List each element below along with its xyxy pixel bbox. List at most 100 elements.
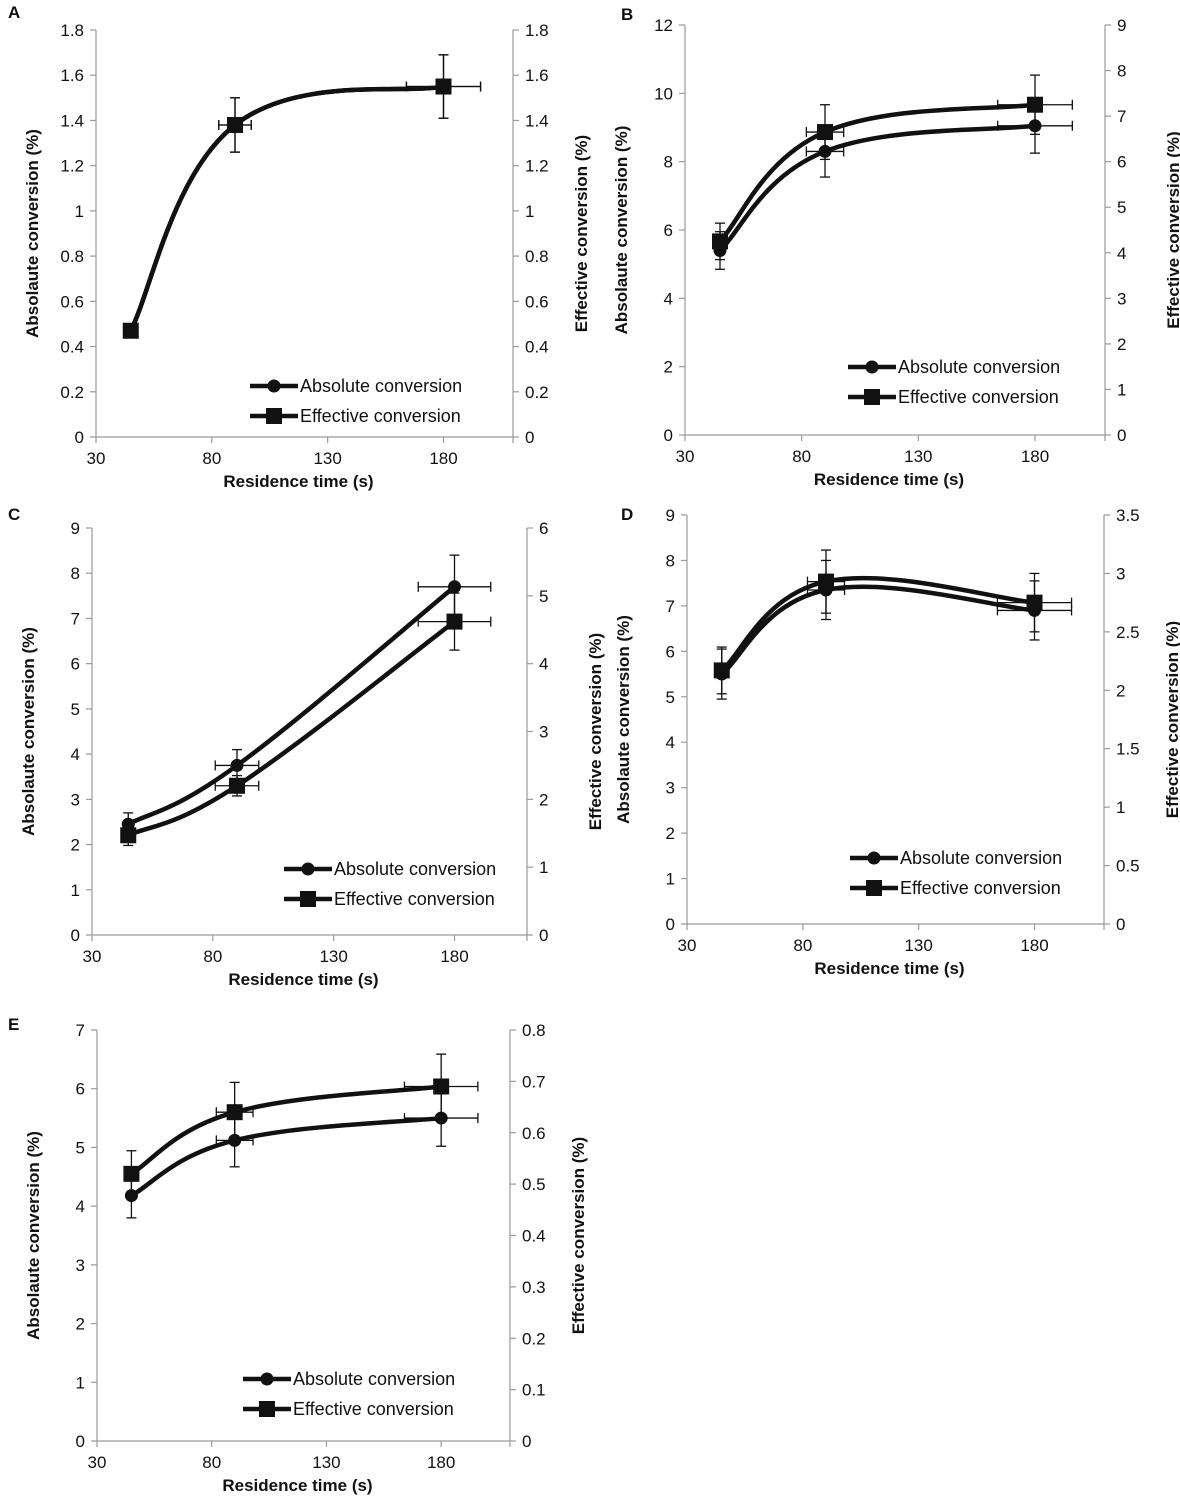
right-tick-label: 1: [1116, 798, 1125, 817]
right-tick-label: 0.4: [525, 338, 549, 357]
x-axis-title: Residence time (s): [814, 959, 964, 978]
x-tick-label: 80: [203, 947, 222, 966]
x-tick-label: 130: [904, 936, 932, 955]
left-tick-label: 7: [71, 609, 80, 628]
right-tick-label: 1.5: [1116, 740, 1140, 759]
legend-label: Absolute conversion: [900, 848, 1062, 868]
x-axis-title: Residence time (s): [228, 970, 378, 989]
x-tick-label: 80: [792, 447, 811, 466]
legend-label: Effective conversion: [334, 889, 495, 909]
x-tick-label: 130: [313, 449, 341, 468]
data-point-square: [123, 1165, 140, 1182]
x-tick-label: 130: [904, 447, 932, 466]
left-tick-label: 4: [664, 289, 673, 308]
right-tick-label: 2.5: [1116, 623, 1140, 642]
data-point-square: [433, 1078, 450, 1095]
right-y-axis-title: Effective conversion (%): [1164, 131, 1180, 328]
left-tick-label: 1.2: [60, 157, 84, 176]
right-tick-label: 7: [1117, 107, 1126, 126]
right-tick-label: 3: [1116, 564, 1125, 583]
legend-label: Absolute conversion: [898, 357, 1060, 377]
chart-panel-c: C 0 1 2 3 4 5 6 7 8 9 0 1 2 3 4 5 6 30 80 130 180 Residence ti…: [8, 505, 605, 989]
right-tick-label: 1.4: [525, 111, 549, 130]
legend-marker-circle: [260, 1372, 274, 1386]
legend-marker-square: [266, 408, 282, 424]
chart-panel-e: E 0 1 2 3 4 5 6 7 0 0.1 0.2 0.3 0.4 0.5 0.6 0.7 0.8 30 80 13…: [8, 1015, 588, 1495]
series-line: [719, 575, 1037, 673]
data-point-square: [446, 613, 463, 630]
left-tick-label: 7: [666, 597, 675, 616]
series-line: [717, 102, 1038, 244]
left-tick-label: 0: [71, 926, 80, 945]
right-tick-label: 0.5: [1116, 857, 1140, 876]
data-point-square: [227, 116, 243, 133]
left-tick-label: 0: [76, 1432, 85, 1451]
legend-marker-square: [259, 1401, 275, 1417]
legend-marker-square: [864, 389, 880, 405]
right-tick-label: 1: [539, 858, 548, 877]
left-tick-label: 8: [666, 551, 675, 570]
right-tick-label: 1: [525, 202, 534, 221]
legend-marker-circle: [301, 862, 315, 876]
left-tick-label: 1: [76, 1373, 85, 1392]
right-tick-label: 6: [1117, 153, 1126, 172]
right-tick-label: 1.8: [525, 21, 549, 40]
right-tick-label: 0.3: [522, 1278, 546, 1297]
series-line: [129, 1115, 444, 1198]
legend-label: Absolute conversion: [293, 1369, 455, 1389]
left-tick-label: 6: [664, 221, 673, 240]
right-tick-label: 0: [1116, 915, 1125, 934]
legend-label: Effective conversion: [900, 878, 1061, 898]
left-tick-label: 1.4: [60, 111, 84, 130]
left-tick-label: 5: [666, 688, 675, 707]
panel-label: E: [8, 1015, 19, 1034]
right-tick-label: 6: [539, 519, 548, 538]
x-tick-label: 130: [312, 1453, 340, 1472]
right-tick-label: 5: [1117, 198, 1126, 217]
right-tick-label: 0.2: [525, 383, 549, 402]
right-tick-label: 0: [522, 1432, 531, 1451]
right-tick-label: 0: [525, 428, 534, 447]
x-tick-label: 180: [1020, 936, 1048, 955]
data-point-circle: [448, 580, 461, 594]
legend-marker-circle: [867, 851, 881, 865]
left-tick-label: 8: [664, 153, 673, 172]
left-tick-label: 2: [664, 358, 673, 377]
legend: Absolute conversion Effective conversion: [243, 1369, 455, 1419]
legend-marker-square: [300, 891, 316, 907]
right-tick-label: 0.6: [522, 1124, 546, 1143]
x-axis-title: Residence time (s): [223, 472, 373, 491]
series-line: [128, 84, 446, 333]
right-tick-label: 3: [539, 723, 548, 742]
panel-label: A: [8, 3, 20, 22]
data-point-square: [122, 322, 139, 339]
series-effective: [123, 1053, 479, 1198]
series-effective: [122, 54, 482, 339]
left-tick-label: 6: [71, 655, 80, 674]
left-tick-label: 1.6: [60, 66, 84, 85]
right-tick-label: 0.4: [522, 1227, 546, 1246]
x-tick-label: 30: [88, 1453, 107, 1472]
x-axis-title: Residence time (s): [814, 470, 964, 489]
right-y-axis-title: Effective conversion (%): [586, 633, 605, 830]
x-tick-label: 180: [1021, 447, 1049, 466]
x-tick-label: 30: [87, 449, 106, 468]
legend-marker-square: [866, 880, 882, 896]
left-tick-label: 6: [666, 642, 675, 661]
legend: Absolute conversion Effective conversion: [284, 859, 496, 909]
left-tick-label: 5: [76, 1138, 85, 1157]
right-tick-label: 3.5: [1116, 506, 1140, 525]
right-tick-label: 0.1: [522, 1381, 546, 1400]
series-line: [126, 619, 457, 838]
right-tick-label: 0: [539, 926, 548, 945]
data-point-square: [226, 1104, 243, 1121]
right-tick-label: 0.6: [525, 292, 549, 311]
right-tick-label: 0.5: [522, 1175, 546, 1194]
right-tick-label: 2: [1116, 681, 1125, 700]
series-effective: [713, 549, 1073, 695]
left-tick-label: 0.6: [60, 292, 84, 311]
data-point-square: [1027, 96, 1043, 113]
left-tick-label: 10: [654, 84, 673, 103]
data-point-square: [712, 233, 728, 250]
